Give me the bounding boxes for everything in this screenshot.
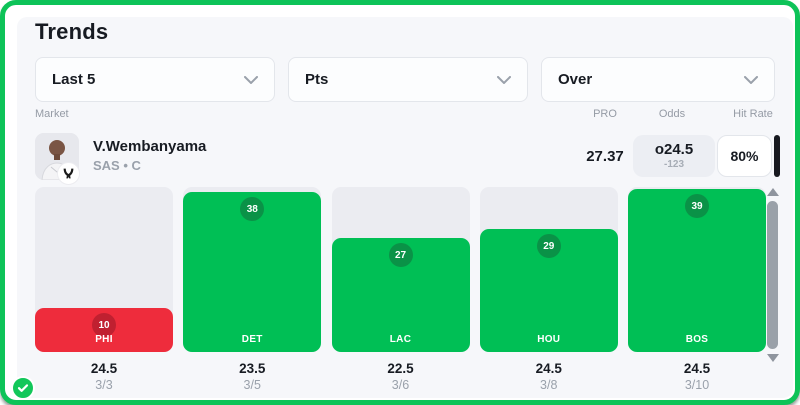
spurs-logo-icon — [63, 168, 74, 179]
bar-line-value: 23.5 — [239, 361, 266, 376]
game-bar-column: 10 PHI 24.5 3/3 — [35, 187, 173, 397]
bar-line-value: 24.5 — [683, 361, 711, 376]
game-bar-column: 27 LAC 22.5 3/6 — [331, 187, 470, 397]
scroll-up-icon[interactable] — [766, 188, 779, 196]
bar-record: 3/10 — [684, 378, 710, 392]
bar-team-label: BOS — [685, 334, 709, 345]
direction-dropdown[interactable]: Over — [541, 57, 775, 102]
bar-fill: 10 PHI — [35, 308, 173, 352]
odds-button[interactable]: o24.5 -123 — [633, 135, 715, 177]
bar-track: 38 DET — [183, 187, 322, 352]
bar-line-value: 24.5 — [90, 361, 118, 376]
bar-team-label: PHI — [95, 334, 113, 345]
scroll-down-icon[interactable] — [766, 354, 779, 362]
chevron-down-icon — [497, 71, 511, 89]
page-title: Trends — [35, 19, 109, 44]
direction-dropdown-value: Over — [558, 71, 593, 88]
bar-record: 3/3 — [95, 378, 113, 392]
team-logo-badge — [57, 162, 80, 185]
bar-track: 27 LAC — [331, 187, 470, 352]
stat-dropdown[interactable]: Pts — [288, 57, 528, 102]
game-bar-column: 29 HOU 24.5 3/8 — [479, 187, 618, 397]
bar-track: 10 PHI — [35, 187, 173, 352]
bar-record: 3/5 — [243, 378, 261, 392]
bar-value-bubble: 29 — [536, 234, 561, 258]
stat-dropdown-value: Pts — [305, 71, 329, 88]
hit-rate-header: Hit Rate — [733, 108, 773, 120]
chevron-down-icon — [244, 71, 258, 89]
bar-line-value: 22.5 — [387, 361, 414, 376]
bar-fill: 38 DET — [183, 192, 322, 352]
bar-value-bubble: 38 — [240, 197, 265, 221]
timeframe-dropdown-value: Last 5 — [52, 71, 96, 88]
bars-row: 10 PHI 24.5 3/3 38 DET 23.5 3/5 27 L — [35, 187, 766, 397]
odds-price: -123 — [663, 158, 684, 170]
bar-value-bubble: 39 — [685, 194, 709, 218]
odds-header: Odds — [658, 108, 686, 120]
bar-track: 29 HOU — [479, 187, 618, 352]
player-team-position: SAS • C — [93, 158, 141, 173]
bar-record: 3/8 — [540, 378, 558, 392]
game-bar-column: 38 DET 23.5 3/5 — [183, 187, 322, 397]
bar-fill: 39 BOS — [628, 189, 766, 352]
hit-rate-value: 80% — [717, 135, 772, 177]
game-bar-column: 39 BOS 24.5 3/10 — [628, 187, 766, 397]
player-name[interactable]: V.Wembanyama — [93, 138, 207, 155]
bar-team-label: HOU — [537, 334, 561, 345]
bar-team-label: DET — [241, 334, 263, 345]
hit-rate-indicator-bar — [774, 135, 780, 177]
bar-record: 3/6 — [391, 378, 410, 392]
pro-value: 27.37 — [586, 148, 624, 165]
timeframe-dropdown[interactable]: Last 5 — [35, 57, 275, 102]
bar-team-label: LAC — [389, 334, 412, 345]
bar-value-bubble: 27 — [388, 243, 413, 267]
bar-line-value: 24.5 — [535, 361, 562, 376]
bar-fill: 29 HOU — [479, 229, 618, 352]
scrollbar-thumb[interactable] — [767, 201, 778, 349]
market-header: Market — [35, 108, 69, 120]
pro-header: PRO — [593, 108, 617, 120]
chevron-down-icon — [744, 71, 758, 89]
bar-value-bubble: 10 — [92, 313, 116, 337]
odds-line: o24.5 — [654, 141, 694, 159]
selected-check-icon[interactable] — [11, 376, 35, 400]
bar-fill: 27 LAC — [331, 238, 470, 352]
bar-track: 39 BOS — [628, 187, 766, 352]
chart-scrollbar[interactable] — [766, 188, 779, 368]
